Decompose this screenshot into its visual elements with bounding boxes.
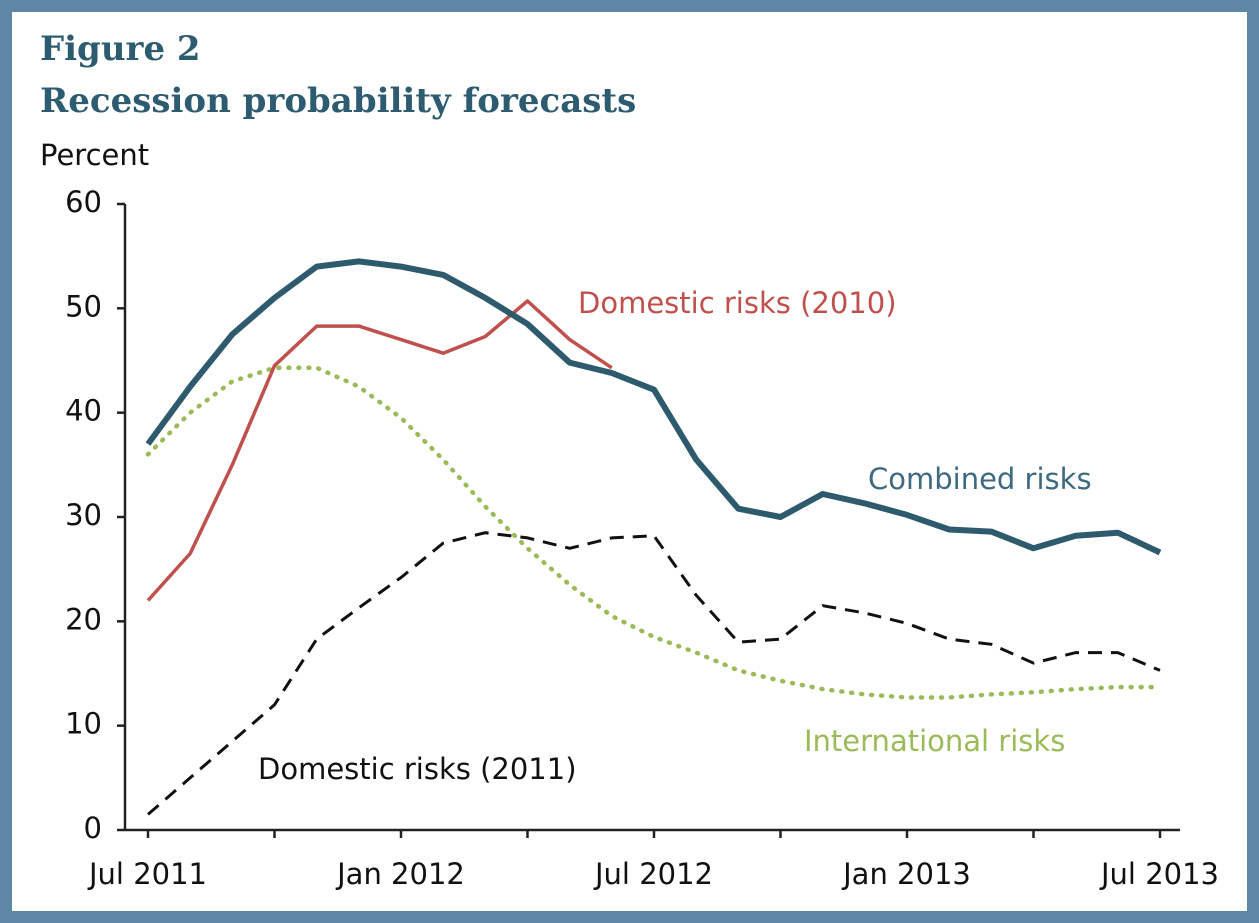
y-tick-label: 50 xyxy=(65,289,102,323)
chart-title: Figure 2 xyxy=(40,29,201,69)
y-tick-label: 60 xyxy=(65,185,102,219)
y-tick-label: 0 xyxy=(84,811,102,845)
y-tick-label: 10 xyxy=(65,707,102,741)
series-line xyxy=(145,258,1162,556)
series-line xyxy=(145,365,1163,700)
x-tick-label: Jul 2011 xyxy=(87,857,207,891)
series-label: Combined risks xyxy=(868,462,1092,496)
x-tick-label: Jul 2013 xyxy=(1099,857,1219,891)
series-label: Domestic risks (2010) xyxy=(578,286,897,320)
x-tick-label: Jul 2012 xyxy=(593,857,713,891)
y-tick-label: 40 xyxy=(65,394,102,428)
chart-subtitle: Recession probability forecasts xyxy=(40,81,636,121)
series-line xyxy=(146,299,613,602)
x-tick-label: Jan 2013 xyxy=(841,857,971,891)
x-tick-label: Jan 2012 xyxy=(335,857,465,891)
y-axis-label: Percent xyxy=(40,138,149,172)
series-label: International risks xyxy=(804,724,1065,758)
y-tick-label: 20 xyxy=(65,602,102,636)
y-tick-label: 30 xyxy=(65,498,102,532)
series-line xyxy=(147,531,1161,816)
series-label: Domestic risks (2011) xyxy=(258,752,577,786)
